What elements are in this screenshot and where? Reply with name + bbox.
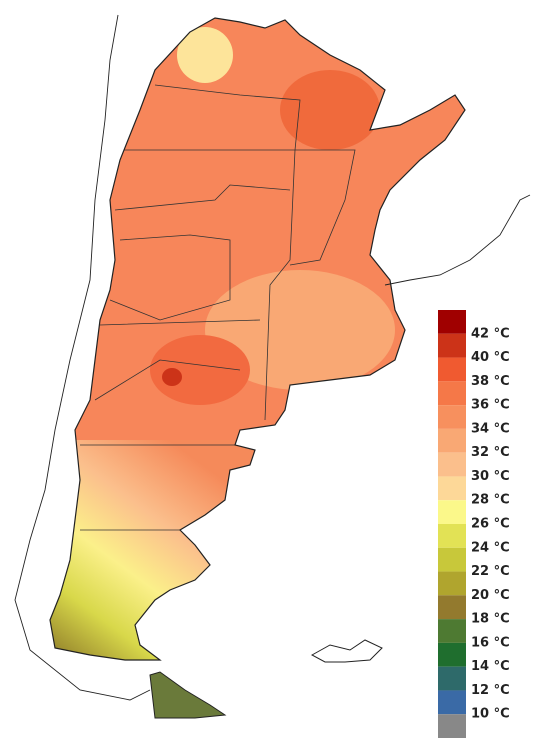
legend-label: 42 °C — [471, 326, 510, 341]
legend-swatch — [438, 476, 466, 501]
legend-label: 22 °C — [471, 564, 510, 579]
chile-border — [14, 14, 151, 701]
legend-swatch — [438, 547, 466, 572]
legend-label: 12 °C — [471, 683, 510, 698]
legend-swatch — [438, 642, 466, 667]
islands — [310, 639, 383, 663]
region-fill — [162, 368, 182, 386]
legend-swatch — [438, 405, 466, 429]
legend-label: 24 °C — [471, 540, 510, 555]
legend-swatch — [438, 571, 466, 596]
legend-swatch — [438, 333, 466, 358]
legend-label: 30 °C — [471, 469, 510, 484]
legend-swatch — [438, 428, 466, 453]
region-fill — [205, 270, 395, 390]
legend-label: 26 °C — [471, 517, 510, 532]
legend-label: 10 °C — [471, 707, 510, 722]
legend-label: 28 °C — [471, 493, 510, 508]
legend-label: 18 °C — [471, 612, 510, 627]
province-border — [80, 84, 356, 531]
legend-label: 40 °C — [471, 350, 510, 365]
legend-swatch — [438, 714, 466, 738]
legend-label: 16 °C — [471, 635, 510, 650]
region-fill — [177, 27, 233, 83]
legend-label: 20 °C — [471, 588, 510, 603]
legend-swatch — [438, 310, 466, 334]
legend-swatch — [438, 690, 466, 715]
legend-swatch — [438, 357, 466, 382]
legend-label: 32 °C — [471, 445, 510, 460]
legend-swatch — [438, 524, 466, 548]
legend-label: 14 °C — [471, 659, 510, 674]
legend-swatch — [438, 595, 466, 620]
legend-swatch — [438, 452, 466, 477]
uruguay-border — [384, 194, 531, 286]
region-fill — [150, 335, 250, 405]
legend-swatch — [438, 500, 466, 524]
legend-label: 38 °C — [471, 374, 510, 389]
tierra-del-fuego — [149, 671, 227, 719]
legend-swatch — [438, 381, 466, 406]
legend-label: 36 °C — [471, 398, 510, 413]
region-fill — [280, 70, 380, 150]
legend-swatch — [438, 666, 466, 691]
legend-swatch — [438, 619, 466, 643]
legend-label: 34 °C — [471, 421, 510, 436]
legend: 42 °C 40 °C 38 °C 36 °C 34 °C 32 °C 30 °C 28 °C… — [438, 310, 510, 738]
